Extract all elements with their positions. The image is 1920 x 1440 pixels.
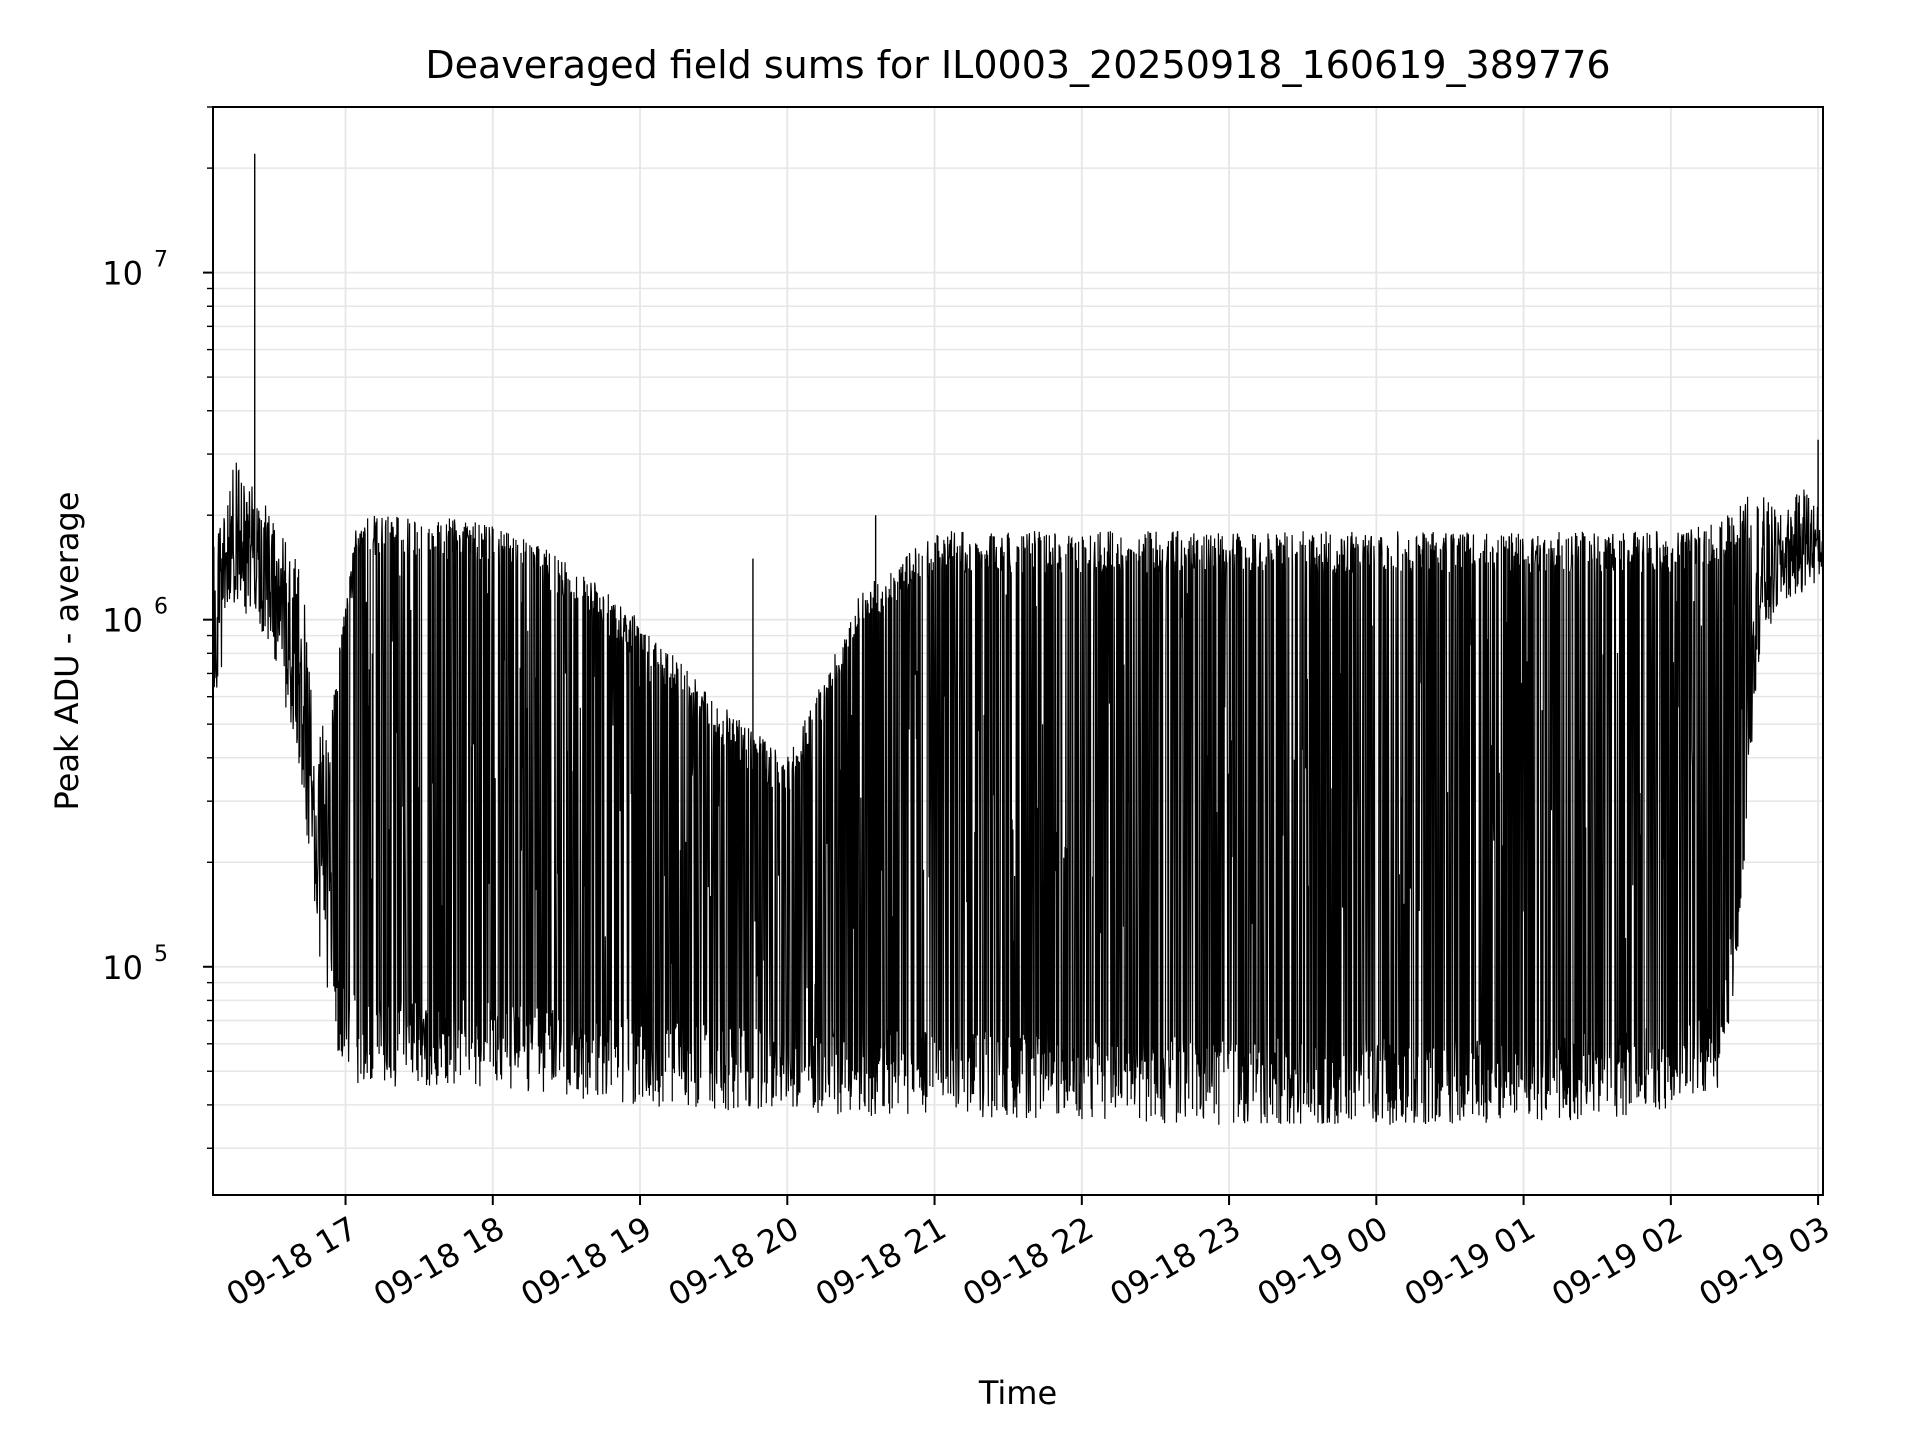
- y-tick-label-exponent: 6: [154, 595, 168, 620]
- y-tick-label: 10: [102, 255, 143, 293]
- x-axis-label: Time: [978, 1374, 1057, 1412]
- series-line: [212, 153, 1824, 1125]
- plot-frame: [212, 106, 1824, 1196]
- y-tick-label-exponent: 7: [154, 248, 168, 273]
- y-tick-label-base: 10: [102, 255, 143, 293]
- y-axis-ticks: 10 5 10 6 10 7: [102, 106, 213, 1149]
- y-tick-label: 10: [102, 949, 143, 987]
- y-tick-label: 10: [102, 602, 143, 640]
- y-tick-label-base: 10: [102, 602, 143, 640]
- y-axis-label: Peak ADU - average: [48, 492, 86, 811]
- y-tick-label-exponent: 5: [154, 942, 168, 967]
- y-tick-label-base: 10: [102, 949, 143, 987]
- chart-title: Deaveraged field sums for IL0003_2025091…: [425, 43, 1610, 87]
- series-path: [212, 462, 1824, 1125]
